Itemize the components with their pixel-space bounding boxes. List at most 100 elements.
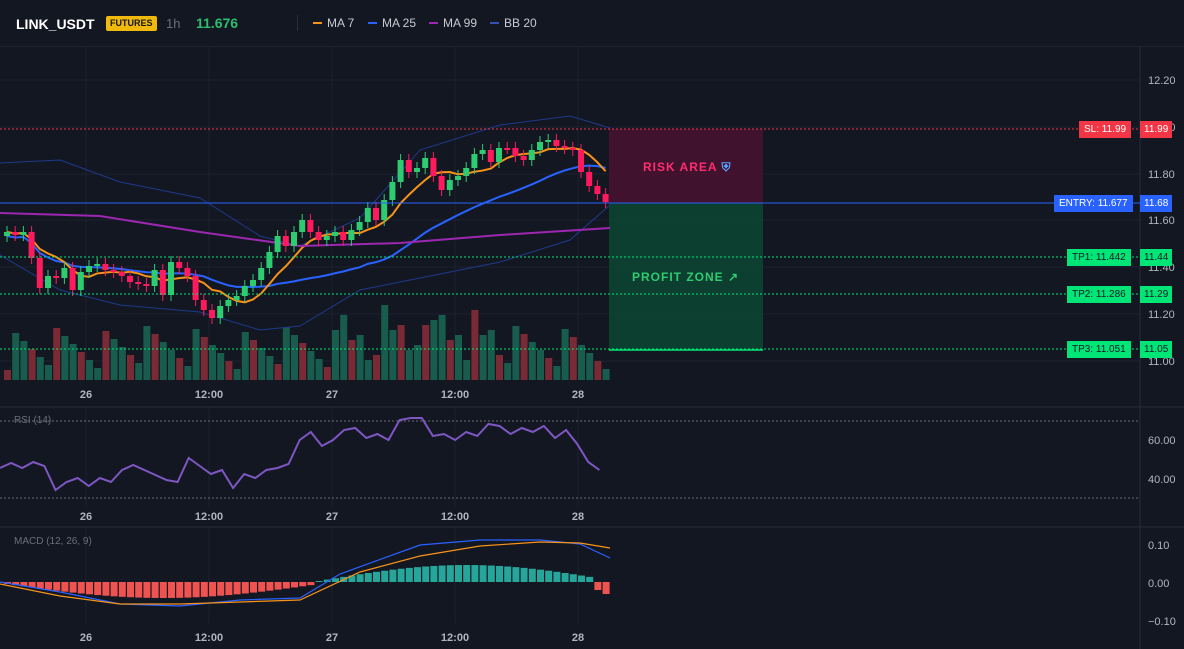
volume-bars <box>4 305 610 380</box>
legend-ma25[interactable]: MA 25 <box>368 16 416 30</box>
volume-bar <box>233 369 241 380</box>
volume-bar <box>217 353 225 380</box>
macd-hist-bar <box>168 582 175 598</box>
legend-bb20-label: BB 20 <box>504 16 537 30</box>
legend-ma7[interactable]: MA 7 <box>313 16 354 30</box>
rocket-icon: ↗ <box>728 270 740 284</box>
macd-line <box>0 539 611 607</box>
grid-lines <box>0 46 1140 623</box>
volume-bar <box>496 355 503 380</box>
time-tick-label: 12:00 <box>441 632 469 644</box>
volume-bar <box>282 327 290 380</box>
volume-bar <box>45 365 52 380</box>
candle-body <box>364 208 371 222</box>
macd-hist-bar <box>561 573 569 582</box>
sl-tag[interactable]: SL: 11.99 <box>1079 121 1132 138</box>
candle-body <box>307 220 314 232</box>
macd-axis: 0.10 0.00 −0.10 <box>1148 540 1176 628</box>
rsi-line <box>0 417 600 492</box>
candle-body <box>28 232 35 258</box>
volume-bar <box>364 360 372 380</box>
rsi-tick-label: 60.00 <box>1148 435 1176 447</box>
entry-tag[interactable]: ENTRY: 11.677 <box>1054 195 1133 212</box>
legend-ma99[interactable]: MA 99 <box>429 16 477 30</box>
risk-area-zone[interactable] <box>609 129 763 203</box>
macd-hist-bar <box>594 582 602 590</box>
ma7-swatch <box>313 22 322 24</box>
macd-hist-bar <box>389 569 397 582</box>
macd-hist-bar <box>586 576 594 582</box>
volume-bar <box>159 342 167 380</box>
macd-hist-bar <box>299 582 307 587</box>
volume-bar <box>307 351 315 380</box>
macd-hist-bar <box>143 582 151 598</box>
price-tick-label: 11.20 <box>1148 309 1175 321</box>
candle-body <box>405 160 412 172</box>
tp2-tag[interactable]: TP2: 11.286 <box>1067 286 1131 303</box>
ma25-swatch <box>368 22 377 24</box>
time-tick-label: 27 <box>326 632 338 644</box>
timeframe-selector[interactable]: 1h <box>166 16 181 31</box>
price-tick-label: 11.60 <box>1148 215 1175 227</box>
time-tick-label: 26 <box>80 511 92 523</box>
macd-hist-bar <box>53 582 61 591</box>
volume-bar <box>315 359 323 380</box>
volume-bar <box>110 339 118 380</box>
volume-bar <box>479 335 487 380</box>
macd-hist-bar <box>200 582 208 597</box>
price-tick-label: 12.20 <box>1148 75 1176 87</box>
candle-body <box>299 220 306 232</box>
macd-hist-bar <box>537 569 544 582</box>
candle-body <box>430 158 437 176</box>
legend-ma99-label: MA 99 <box>443 16 478 30</box>
candle-body <box>127 276 133 282</box>
time-tick-label: 12:00 <box>441 511 469 523</box>
candle-body <box>487 150 494 162</box>
candle-body <box>291 232 297 246</box>
volume-bar <box>176 358 184 380</box>
chart-header: LINK_USDT FUTURES 1h 11.676 MA 7 MA 25 M… <box>0 0 1184 47</box>
candlesticks <box>4 134 609 324</box>
volume-bar <box>77 352 85 380</box>
volume-bar <box>373 355 380 380</box>
candle-body <box>176 262 183 268</box>
volume-bar <box>414 345 421 380</box>
macd-tick-label: −0.10 <box>1148 616 1176 628</box>
time-tick-label: 26 <box>80 632 92 644</box>
macd-hist-bar <box>397 568 405 582</box>
profit-zone[interactable] <box>609 203 763 350</box>
candle-body <box>594 186 601 194</box>
tp3-axis-value: 11.05 <box>1140 341 1173 358</box>
volume-bar <box>340 315 348 380</box>
volume-bar <box>241 332 249 380</box>
volume-bar <box>561 329 569 380</box>
macd-hist-bar <box>553 571 561 582</box>
candle-body <box>77 272 84 290</box>
macd-pane-label: MACD (12, 26, 9) <box>14 536 92 547</box>
ma7-line <box>6 146 607 304</box>
candle-body <box>217 306 224 318</box>
macd-hist-bar <box>430 565 438 582</box>
volume-bar <box>4 370 11 380</box>
legend-bb20[interactable]: BB 20 <box>490 16 537 30</box>
macd-hist-bar <box>602 582 610 594</box>
symbol-name[interactable]: LINK_USDT <box>16 16 95 32</box>
volume-bar <box>323 367 331 380</box>
volume-bar <box>102 331 110 380</box>
macd-hist-bar <box>233 582 241 595</box>
candle-body <box>332 232 338 236</box>
tp3-tag[interactable]: TP3: 11.051 <box>1067 341 1131 358</box>
volume-bar <box>12 333 20 380</box>
volume-bar <box>578 345 585 380</box>
volume-bar <box>553 366 561 380</box>
macd-hist-bar <box>446 565 454 582</box>
tp1-tag[interactable]: TP1: 11.442 <box>1067 249 1131 266</box>
macd-hist-bar <box>463 565 471 582</box>
volume-bar <box>512 326 520 380</box>
volume-bar <box>291 335 298 380</box>
candle-body <box>192 276 199 300</box>
volume-bar <box>520 334 528 380</box>
time-axis[interactable]: 26 12:00 27 12:00 28 26 12:00 27 12:00 28 26 12:00 2… <box>80 389 584 644</box>
